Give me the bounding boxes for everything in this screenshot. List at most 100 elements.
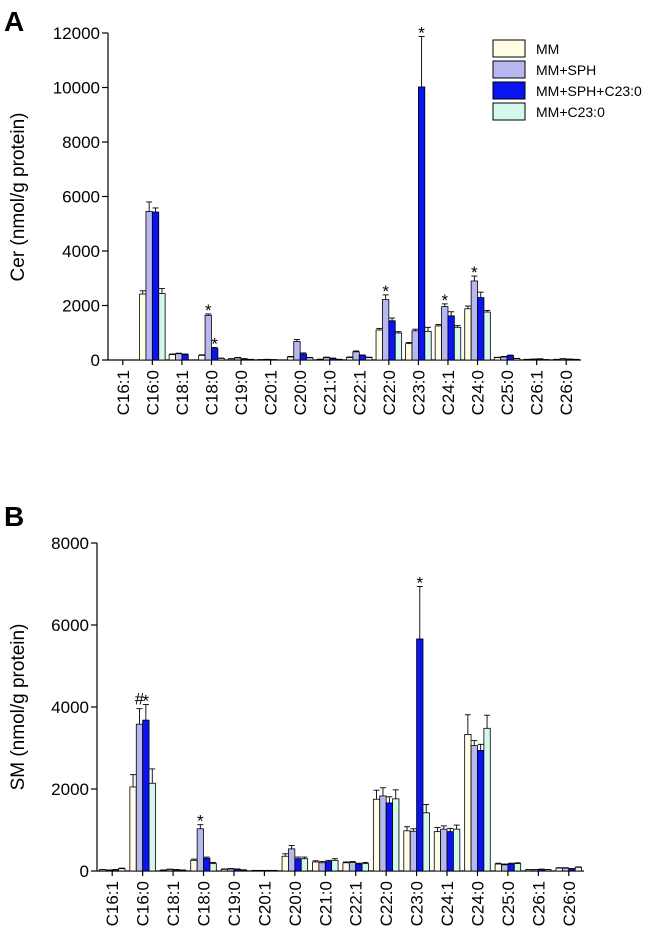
x-tick-label: C22:1 (347, 881, 366, 926)
x-tick-label: C22:1 (350, 370, 369, 415)
bar (568, 868, 576, 872)
bar (135, 723, 144, 872)
bar (299, 353, 307, 361)
bar (318, 862, 326, 872)
x-tick-label: C26:1 (529, 881, 548, 926)
x-tick-label: C26:1 (528, 370, 547, 415)
legend-swatch-mm-sph-c23 (492, 81, 526, 100)
y-tick-label: 8000 (51, 534, 89, 553)
y-tick-label: 6000 (62, 188, 100, 207)
bar (392, 798, 400, 872)
x-tick-label: C24:1 (438, 881, 457, 926)
bar (365, 357, 373, 361)
bar (151, 211, 160, 361)
significance-marker: * (197, 812, 204, 831)
bar (422, 812, 430, 872)
bar (342, 862, 350, 872)
legend-label-mm: MM (536, 41, 559, 57)
bar (470, 280, 478, 361)
bar (148, 782, 156, 872)
bar (196, 828, 204, 872)
bar (300, 858, 309, 872)
bar (483, 727, 491, 872)
bar (424, 330, 432, 361)
bar (293, 341, 301, 361)
bar (434, 325, 442, 361)
bar (312, 861, 320, 872)
bar (158, 293, 166, 361)
y-tick-label: 2000 (62, 297, 100, 316)
bar (355, 863, 363, 872)
bar (239, 869, 248, 872)
bar (494, 863, 502, 872)
bar (447, 315, 455, 361)
bar (286, 356, 295, 361)
bar (306, 357, 314, 361)
panel-b-y-axis-title: SM (nmol/g protein) (8, 624, 29, 791)
bar (139, 293, 147, 361)
y-tick-label: 2000 (51, 780, 89, 799)
bar (294, 858, 302, 872)
bar (501, 864, 509, 872)
bar (203, 857, 211, 872)
bar (483, 311, 491, 361)
bar (506, 355, 514, 361)
bar (379, 795, 387, 872)
legend-swatch-mm (492, 39, 526, 58)
bar (329, 357, 337, 361)
bar (409, 830, 417, 872)
bar (288, 848, 296, 872)
significance-marker: * (471, 263, 478, 282)
bar (433, 831, 442, 872)
bar (446, 831, 454, 872)
bar (477, 297, 485, 361)
bar (118, 868, 126, 872)
bar (375, 329, 383, 361)
bar (416, 638, 424, 872)
bar (513, 863, 522, 872)
x-tick-label: C18:1 (164, 881, 183, 926)
bar (470, 745, 478, 872)
panel-a-letter: A (4, 6, 24, 37)
bar (394, 332, 403, 361)
legend-label-mm-c23: MM+C23:0 (536, 104, 605, 120)
bar (418, 86, 426, 361)
bar (382, 299, 390, 361)
significance-marker: * (441, 291, 448, 310)
y-tick-label: 4000 (51, 698, 89, 717)
significance-marker: * (211, 334, 218, 353)
x-tick-label: C20:1 (255, 881, 274, 926)
x-tick-label: C16:1 (114, 370, 133, 415)
bar (464, 734, 472, 872)
bar (464, 308, 472, 361)
x-tick-label: C26:0 (557, 370, 576, 415)
bar (209, 863, 217, 872)
bar (453, 828, 461, 872)
bar (500, 356, 508, 361)
significance-marker: * (205, 301, 212, 320)
x-tick-label: C25:0 (498, 370, 517, 415)
bar (537, 868, 546, 872)
bar (324, 861, 333, 872)
y-tick-label: 12000 (53, 24, 100, 43)
x-tick-label: C21:0 (316, 881, 335, 926)
bar (352, 351, 360, 361)
bar (361, 863, 369, 872)
legend-swatch-mm-sph (492, 60, 526, 79)
x-tick-label: C20:0 (291, 370, 310, 415)
bar (441, 306, 449, 361)
bar (348, 861, 357, 872)
bar (175, 353, 183, 361)
bar (346, 357, 354, 361)
bar (198, 354, 206, 361)
bar (234, 357, 242, 361)
x-tick-label: C18:0 (195, 881, 214, 926)
x-tick-label: C26:0 (560, 881, 579, 926)
bar (372, 798, 381, 872)
bar (493, 357, 502, 361)
x-tick-label: C21:0 (321, 370, 340, 415)
bar (403, 830, 411, 872)
x-tick-label: C18:1 (173, 370, 192, 415)
bar (405, 343, 413, 361)
